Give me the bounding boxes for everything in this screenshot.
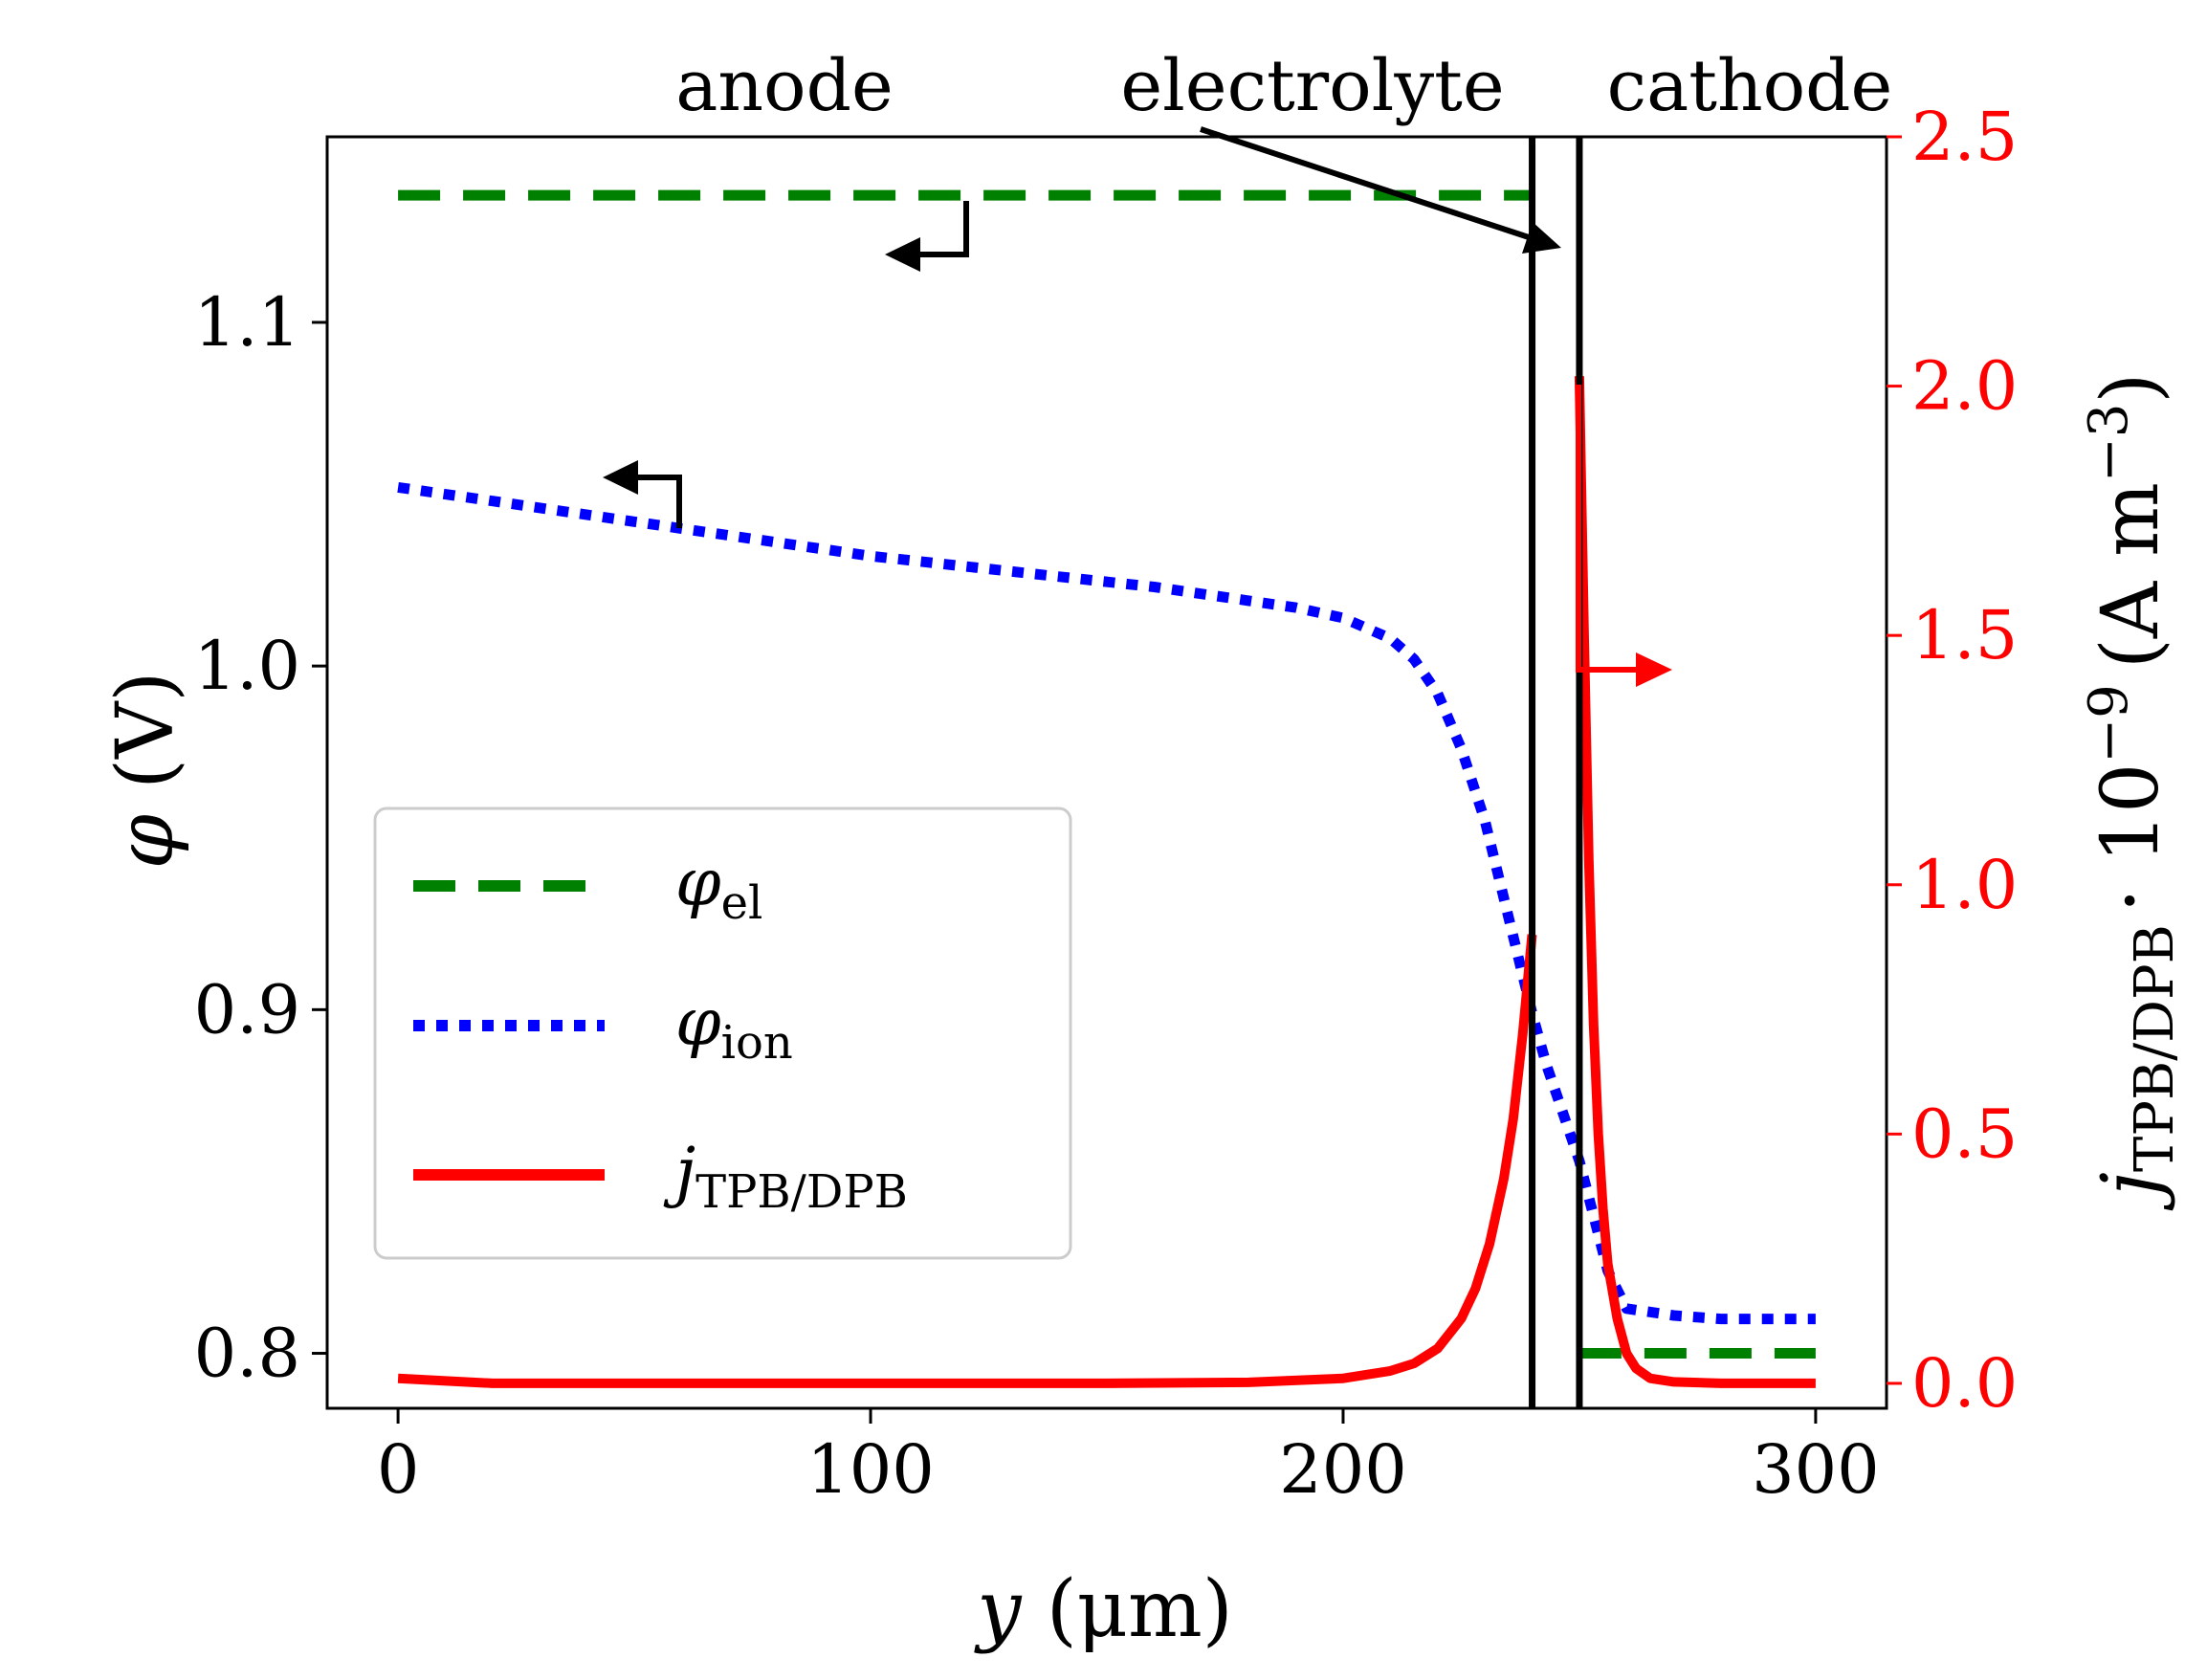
y-right-tick-label-0.0: 0.0: [1911, 1344, 2018, 1423]
series-2-line-1: [1574, 376, 1816, 1388]
x-tick-label-100: 100: [806, 1430, 935, 1509]
legend-label-phi-el: φel: [675, 846, 762, 930]
phi-el-axis-hint-arrow: [885, 201, 969, 272]
y-right-tick-label-0.5: 0.5: [1911, 1094, 2018, 1173]
series-1-line-0: [397, 481, 1816, 1325]
y-right-tick-label-2.0: 2.0: [1911, 347, 2018, 426]
j-axis-hint-arrow: [1576, 385, 1672, 687]
x-tick-label-200: 200: [1279, 1430, 1407, 1509]
y-right-tick-label-1.0: 1.0: [1911, 846, 2018, 924]
anode-label: anode: [675, 45, 894, 127]
x-tick-label-300: 300: [1752, 1430, 1880, 1509]
y-left-tick-label-0.9: 0.9: [194, 970, 300, 1049]
series-2-line-0: [397, 934, 1537, 1388]
phi-ion-axis-hint-arrow: [603, 460, 682, 528]
y-left-axis-title: φ (V): [100, 672, 191, 870]
cathode-label: cathode: [1607, 45, 1893, 127]
electrolyte-label: electrolyte: [1120, 45, 1504, 127]
electrolyte-pointer-arrow: [1200, 126, 1561, 254]
y-left-tick-label-1.0: 1.0: [194, 627, 300, 705]
y-right-tick-label-2.5: 2.5: [1911, 98, 2018, 176]
series-layer: [397, 189, 1816, 1388]
y-left-tick-label-1.1: 1.1: [194, 283, 300, 362]
plot-frame: [325, 135, 1888, 1410]
legend-label-phi-ion: φion: [675, 985, 793, 1070]
legend-box: [373, 807, 1072, 1260]
x-axis-title: y (μm): [973, 1564, 1232, 1655]
x-tick-label-0: 0: [377, 1430, 420, 1509]
legend: φel φion jTPB/DPB: [373, 807, 1072, 1260]
y-right-tick-label-1.5: 1.5: [1911, 596, 2018, 674]
y-left-tick-label-0.8: 0.8: [194, 1315, 300, 1393]
ticks-layer: 0 100 200 300 0.8 0.9 1.0 1.1 0.0 0.5 1.0 1.5 2.0 2.5: [194, 98, 2019, 1509]
y-right-axis-title: jTPB/DPB· 10−9(A m−3): [2078, 373, 2186, 1211]
